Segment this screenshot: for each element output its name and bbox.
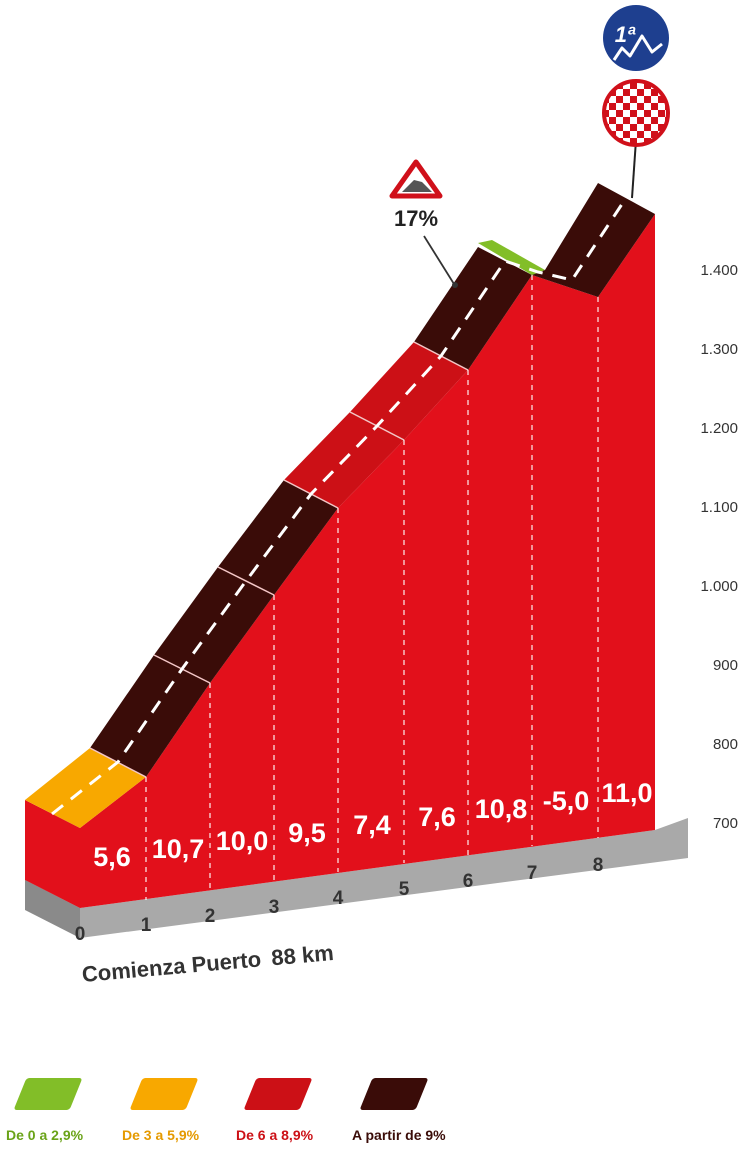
legend-swatch [243,1078,313,1110]
climb-profile-chart: 5,6 10,7 10,0 9,5 7,4 7,6 10,8 -5,0 11,0… [25,5,738,987]
km-tick-8: 8 [593,855,604,876]
km-tick-5: 5 [399,879,410,900]
alt-tick-800: 800 [713,736,738,753]
category-badge-label: 1ª [615,22,636,47]
legend-label: A partir de 9% [352,1127,446,1143]
start-label: Comienza Puerto 88 km [81,940,335,987]
warning-slope-icon [402,180,432,192]
legend-item-3: A partir de 9% [352,1070,462,1149]
summit-pole [631,139,637,199]
segment-top-7 [532,183,655,297]
legend-item-2: De 6 a 8,9% [236,1070,346,1149]
km-tick-4: 4 [333,888,344,909]
grade-label-5: 7,6 [418,802,456,832]
finish-flag-icon [602,79,670,147]
summit-marker: 1ª [602,5,670,199]
km-tick-1: 1 [141,915,152,936]
alt-tick-1000: 1.000 [700,578,738,595]
grade-label-2: 10,0 [216,826,269,856]
km-tick-2: 2 [205,906,216,927]
grade-label-4: 7,4 [353,810,391,840]
legend-item-1: De 3 a 5,9% [122,1070,232,1149]
profile-base-side [25,880,80,938]
mountain-icon [612,34,663,61]
max-gradient-pointer [423,235,455,285]
alt-tick-1100: 1.100 [700,499,738,516]
gradient-legend: De 0 a 2,9% De 3 a 5,9% De 6 a 8,9% A pa… [0,1070,750,1149]
segment-separator [217,566,275,596]
legend-swatch [359,1078,429,1110]
max-gradient-dot [452,282,458,288]
road-centerline [51,197,628,816]
km-tick-0: 0 [75,924,86,945]
km-tick-3: 3 [269,897,280,918]
alt-tick-1300: 1.300 [700,341,738,358]
segment-top-6b [478,240,545,275]
grade-label-7: -5,0 [543,786,590,816]
segment-top-3 [218,480,338,595]
legend-label: De 6 a 8,9% [236,1127,314,1143]
legend-swatch [13,1078,83,1110]
legend-item-0: De 0 a 2,9% [6,1070,116,1149]
grade-label-8: 11,0 [601,778,652,808]
alt-tick-1400: 1.400 [700,262,738,279]
alt-tick-900: 900 [713,657,738,674]
segment-top-0 [25,748,146,828]
profile-left-face [25,800,80,908]
grade-label-6: 10,8 [475,794,528,824]
alt-tick-1200: 1.200 [700,420,738,437]
profile-base-top [25,818,688,938]
profile-front-face [80,214,655,908]
alt-tick-700: 700 [713,815,738,832]
legend-label: De 3 a 5,9% [122,1127,200,1143]
grade-label-3: 9,5 [288,818,326,848]
grade-label-0: 5,6 [93,842,131,872]
grade-label-1: 10,7 [152,834,205,864]
km-tick-6: 6 [463,871,474,892]
warning-triangle-icon [389,159,443,199]
max-gradient-marker: 17% [389,159,458,288]
max-gradient-label: 17% [394,206,438,231]
km-tick-7: 7 [527,863,538,884]
legend-label: De 0 a 2,9% [6,1127,84,1143]
segment-top-1 [90,655,210,777]
legend-swatch [129,1078,199,1110]
category-badge-icon [603,5,669,71]
